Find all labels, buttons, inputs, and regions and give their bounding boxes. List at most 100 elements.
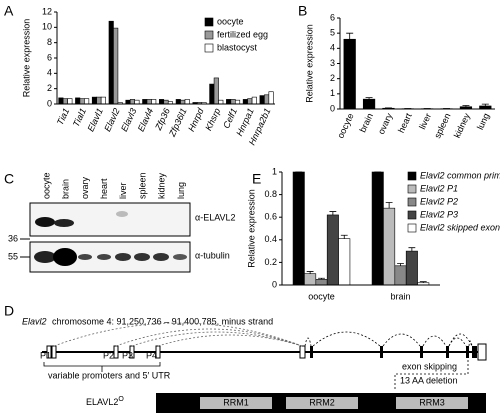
x-tick-label: kidney bbox=[452, 111, 472, 139]
x-tick-label: oocyte bbox=[308, 291, 335, 301]
bar bbox=[158, 99, 165, 105]
x-tick-label: spleen bbox=[432, 112, 452, 140]
exon bbox=[113, 345, 119, 359]
skip-note: exon skipping bbox=[402, 361, 457, 371]
bar bbox=[113, 27, 119, 105]
x-tick-label: Khsrp bbox=[203, 107, 222, 133]
legend-swatch bbox=[407, 184, 417, 194]
bar bbox=[96, 96, 102, 105]
promoter-note: variable promoters and 5′ UTR bbox=[48, 370, 171, 380]
bar bbox=[362, 98, 376, 110]
y-tick-label: 6 bbox=[47, 52, 52, 62]
panel-label: B bbox=[298, 3, 307, 19]
y-tick-label: 12 bbox=[42, 6, 52, 16]
y-tick-label: 8 bbox=[47, 37, 52, 47]
y-tick-label: 0.2 bbox=[264, 257, 277, 267]
legend-label: Elavl2 P2 bbox=[420, 196, 458, 206]
bar bbox=[209, 83, 215, 105]
bar bbox=[230, 99, 236, 105]
bar bbox=[213, 77, 219, 105]
promoter-label: P2 bbox=[103, 350, 114, 360]
band bbox=[134, 253, 150, 261]
x-tick-label: Celf1 bbox=[221, 107, 239, 130]
bar bbox=[292, 171, 305, 286]
bar bbox=[91, 96, 97, 105]
domain-label: RRM1 bbox=[223, 397, 249, 407]
bar bbox=[218, 99, 224, 105]
lane-label: oocyte bbox=[41, 172, 51, 199]
legend-swatch bbox=[407, 171, 417, 181]
bracket bbox=[43, 362, 161, 372]
legend-swatch bbox=[407, 210, 417, 220]
error-bar bbox=[329, 211, 337, 215]
protein-name: ELAVL2O bbox=[86, 396, 124, 408]
splice-arc bbox=[382, 333, 421, 347]
y-axis-title: Relative expression bbox=[21, 19, 31, 98]
bar bbox=[108, 20, 114, 105]
legend-swatch bbox=[407, 223, 417, 233]
exon bbox=[299, 345, 306, 359]
deletion-note: 13 AA deletion bbox=[400, 375, 458, 385]
y-axis-title: Relative expression bbox=[246, 189, 256, 268]
gene-location: chromosome 4: 91,250,736 – 91,400,785, m… bbox=[52, 316, 273, 326]
marker-label: 36 bbox=[8, 233, 18, 243]
bar bbox=[100, 96, 106, 105]
bar bbox=[235, 99, 241, 105]
x-tick-label: oocyte bbox=[335, 112, 355, 140]
legend-label: Elavl2 skipped exon bbox=[420, 222, 500, 232]
bar bbox=[338, 238, 351, 286]
x-tick-label: Elavl4 bbox=[136, 107, 155, 133]
splice-arc bbox=[157, 334, 303, 347]
bar bbox=[184, 99, 190, 105]
bar bbox=[134, 99, 140, 105]
bar bbox=[251, 96, 257, 105]
band bbox=[78, 254, 92, 260]
splice-arc bbox=[131, 331, 303, 347]
exon bbox=[420, 346, 423, 358]
bar bbox=[79, 98, 85, 105]
panel-label: E bbox=[252, 171, 261, 187]
exon bbox=[46, 345, 52, 359]
promoter-label: P4 bbox=[146, 350, 157, 360]
exon bbox=[446, 346, 449, 358]
legend-label: Elavl2 P1 bbox=[420, 183, 458, 193]
band bbox=[153, 253, 169, 261]
bar bbox=[343, 38, 356, 110]
bar bbox=[84, 98, 90, 105]
bar bbox=[180, 99, 186, 105]
exon bbox=[380, 346, 383, 358]
splice-arc bbox=[448, 333, 473, 347]
antibody-label: α-ELAVL2 bbox=[195, 212, 236, 222]
exon bbox=[477, 343, 487, 361]
bar bbox=[394, 265, 407, 286]
error-bar bbox=[318, 277, 325, 280]
splice-arc bbox=[115, 328, 303, 347]
gene-diagram: D Elavl2 chromosome 4: 91,250,736 – 91,4… bbox=[4, 303, 487, 413]
legend-label: Elavl2 common primers bbox=[420, 170, 500, 180]
bar bbox=[383, 207, 396, 286]
bar bbox=[371, 171, 384, 286]
splice-arc bbox=[304, 337, 312, 347]
x-tick-label: lung bbox=[475, 112, 491, 132]
bar bbox=[129, 99, 135, 105]
y-tick-label: 0 bbox=[47, 98, 52, 108]
domain-label: RRM2 bbox=[309, 397, 335, 407]
promoter-label: P1 bbox=[40, 350, 51, 360]
bar bbox=[142, 99, 148, 105]
error-bar bbox=[419, 281, 427, 283]
bar bbox=[315, 279, 328, 286]
bar bbox=[175, 99, 181, 105]
promoter-label: P3 bbox=[122, 350, 133, 360]
legend-label: fertilized egg bbox=[217, 29, 268, 39]
legend-swatch bbox=[204, 30, 214, 40]
y-tick-label: 1 bbox=[330, 88, 335, 98]
bar bbox=[62, 98, 68, 105]
lane-label: heart bbox=[99, 178, 109, 199]
error-bar bbox=[340, 234, 348, 239]
bar bbox=[75, 97, 81, 105]
x-tick-label: liver bbox=[417, 112, 433, 131]
domain bbox=[200, 397, 272, 409]
bar bbox=[151, 99, 157, 105]
error-bar bbox=[385, 202, 393, 209]
